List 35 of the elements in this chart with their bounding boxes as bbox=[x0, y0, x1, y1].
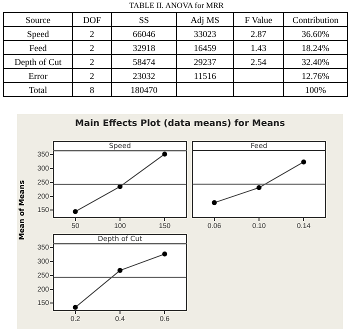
text: Total bbox=[4, 82, 72, 96]
text: 12.76% bbox=[284, 68, 348, 82]
text: 32918 bbox=[112, 40, 176, 54]
text: 2.54 bbox=[234, 54, 284, 68]
text: 16459 bbox=[176, 40, 234, 54]
text: 1.43 bbox=[234, 40, 284, 54]
text: 2 bbox=[72, 54, 112, 68]
text: F Value bbox=[234, 12, 284, 26]
text: 23032 bbox=[112, 68, 176, 82]
text: SS bbox=[112, 12, 176, 26]
text: 2 bbox=[72, 26, 112, 40]
text: 180470 bbox=[112, 82, 176, 96]
text: 66046 bbox=[112, 26, 176, 40]
text: 36.60% bbox=[284, 26, 348, 40]
text: 100% bbox=[284, 82, 348, 96]
text: Adj MS bbox=[176, 12, 234, 26]
text: Feed bbox=[4, 40, 72, 54]
text: 2 bbox=[72, 68, 112, 82]
text: Contribution bbox=[284, 12, 348, 26]
text: Error bbox=[4, 68, 72, 82]
text: Source bbox=[4, 12, 72, 26]
text: 8 bbox=[72, 82, 112, 96]
text: 32.40% bbox=[284, 54, 348, 68]
text: 58474 bbox=[112, 54, 176, 68]
text: TABLE II. ANOVA for MRR bbox=[128, 1, 225, 10]
text: 29237 bbox=[176, 54, 234, 68]
text: 18.24% bbox=[284, 40, 348, 54]
text: DOF bbox=[72, 12, 112, 26]
text: Speed bbox=[4, 26, 72, 40]
text: Depth of Cut bbox=[4, 54, 72, 68]
text: 2.87 bbox=[234, 26, 284, 40]
text: 2 bbox=[72, 40, 112, 54]
text: Main Effects Plot (data means) for Means bbox=[74, 119, 286, 129]
text: 33023 bbox=[176, 26, 234, 40]
text: 11516 bbox=[176, 68, 234, 82]
